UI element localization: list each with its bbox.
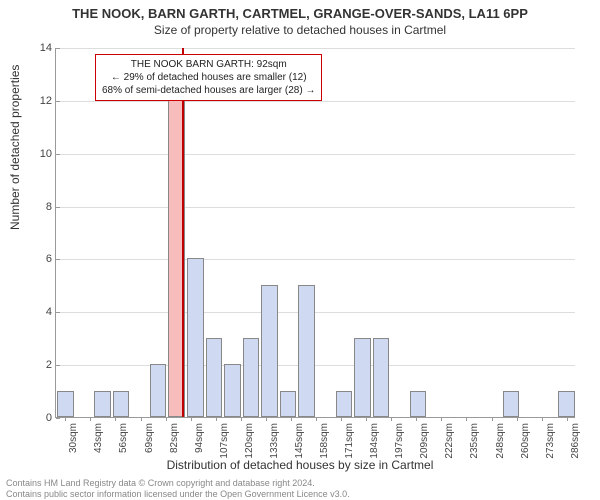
x-tick: 222sqm <box>444 417 455 459</box>
x-tick: 171sqm <box>344 417 355 459</box>
x-tick-mark <box>241 417 242 421</box>
gridline <box>56 365 575 366</box>
x-tick-mark <box>141 417 142 421</box>
bar <box>243 338 260 417</box>
bar <box>206 338 223 417</box>
footer-line2: Contains public sector information licen… <box>6 489 350 500</box>
bar <box>410 391 427 417</box>
gridline <box>56 154 575 155</box>
x-tick: 94sqm <box>194 417 205 453</box>
bar <box>224 364 241 417</box>
title-subtitle: Size of property relative to detached ho… <box>0 21 600 37</box>
x-tick-mark <box>466 417 467 421</box>
y-tick: 0 <box>32 412 56 424</box>
x-tick-mark <box>391 417 392 421</box>
x-tick-mark <box>316 417 317 421</box>
y-tick: 12 <box>32 95 56 107</box>
y-tick: 6 <box>32 253 56 265</box>
x-tick: 184sqm <box>369 417 380 459</box>
x-tick: 56sqm <box>118 417 129 453</box>
annotation-line3: 68% of semi-detached houses are larger (… <box>102 84 315 97</box>
plot-area: 0246810121430sqm43sqm56sqm69sqm82sqm94sq… <box>55 48 575 418</box>
x-tick: 286sqm <box>570 417 581 459</box>
x-tick: 273sqm <box>545 417 556 459</box>
x-axis-label: Distribution of detached houses by size … <box>0 458 600 472</box>
x-tick-mark <box>90 417 91 421</box>
gridline <box>56 48 575 49</box>
x-tick: 82sqm <box>169 417 180 453</box>
x-tick: 43sqm <box>93 417 104 453</box>
x-tick-mark <box>266 417 267 421</box>
x-tick: 133sqm <box>269 417 280 459</box>
gridline <box>56 259 575 260</box>
x-tick-mark <box>166 417 167 421</box>
x-tick-mark <box>191 417 192 421</box>
annotation-line2: ← 29% of detached houses are smaller (12… <box>102 71 315 84</box>
x-tick-mark <box>517 417 518 421</box>
x-tick: 120sqm <box>244 417 255 459</box>
x-tick: 248sqm <box>495 417 506 459</box>
bar <box>558 391 575 417</box>
x-tick: 235sqm <box>469 417 480 459</box>
x-tick: 69sqm <box>144 417 155 453</box>
bar <box>94 391 111 417</box>
x-tick-mark <box>542 417 543 421</box>
footer: Contains HM Land Registry data © Crown c… <box>6 478 350 500</box>
x-tick-mark <box>341 417 342 421</box>
gridline <box>56 207 575 208</box>
bar <box>280 391 297 417</box>
chart: 0246810121430sqm43sqm56sqm69sqm82sqm94sq… <box>55 48 575 418</box>
x-tick-mark <box>441 417 442 421</box>
y-axis-label: Number of detached properties <box>8 65 22 230</box>
x-tick-mark <box>567 417 568 421</box>
x-tick-mark <box>492 417 493 421</box>
highlight-line <box>182 48 184 417</box>
bar <box>113 391 130 417</box>
x-tick: 209sqm <box>419 417 430 459</box>
x-tick: 197sqm <box>394 417 405 459</box>
x-tick-mark <box>115 417 116 421</box>
bar <box>57 391 74 417</box>
x-tick-mark <box>366 417 367 421</box>
x-tick-mark <box>65 417 66 421</box>
x-tick: 145sqm <box>294 417 305 459</box>
gridline <box>56 312 575 313</box>
bar <box>187 258 204 417</box>
y-tick: 14 <box>32 42 56 54</box>
annotation-box: THE NOOK BARN GARTH: 92sqm ← 29% of deta… <box>95 54 322 101</box>
x-tick-mark <box>416 417 417 421</box>
annotation-line1: THE NOOK BARN GARTH: 92sqm <box>102 58 315 71</box>
x-tick: 30sqm <box>68 417 79 453</box>
title-address: THE NOOK, BARN GARTH, CARTMEL, GRANGE-OV… <box>0 0 600 21</box>
bar <box>150 364 167 417</box>
x-tick-mark <box>291 417 292 421</box>
y-tick: 10 <box>32 148 56 160</box>
x-tick: 158sqm <box>319 417 330 459</box>
footer-line1: Contains HM Land Registry data © Crown c… <box>6 478 350 489</box>
bar <box>354 338 371 417</box>
bar <box>373 338 390 417</box>
x-tick-mark <box>216 417 217 421</box>
y-tick: 8 <box>32 201 56 213</box>
x-tick: 260sqm <box>520 417 531 459</box>
x-tick: 107sqm <box>219 417 230 459</box>
y-tick: 2 <box>32 359 56 371</box>
y-tick: 4 <box>32 306 56 318</box>
bar <box>503 391 520 417</box>
bar <box>261 285 278 417</box>
bar <box>298 285 315 417</box>
bar <box>336 391 353 417</box>
